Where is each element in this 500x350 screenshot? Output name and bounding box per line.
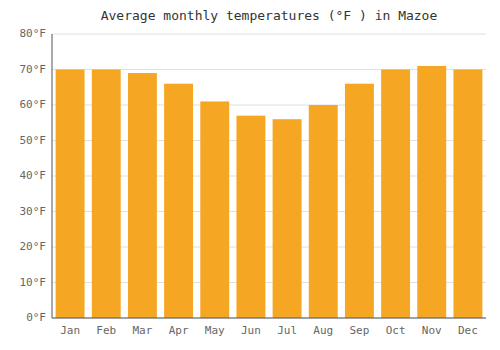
bar [200,101,229,318]
y-tick-label: 30°F [20,205,47,218]
x-tick-label: Nov [422,324,442,337]
y-axis-line [52,34,53,318]
x-tick-label: Jun [241,324,261,337]
y-tick-label: 0°F [26,311,46,324]
bar [92,70,121,319]
grid-line [52,318,486,319]
x-tick-label: Jan [60,324,80,337]
y-tick-label: 40°F [20,169,47,182]
bar [164,84,193,318]
bar [381,70,410,319]
bar [236,116,265,318]
bar [273,119,302,318]
x-tick-label: Jul [277,324,297,337]
x-tick-label: Feb [96,324,116,337]
bar [128,73,157,318]
bar [417,66,446,318]
y-tick-label: 60°F [20,98,47,111]
bar [309,105,338,318]
x-axis-line [52,318,486,319]
chart-svg: Average monthly temperatures (°F ) in Ma… [0,0,500,350]
grid [52,34,486,318]
y-tick-label: 10°F [20,276,47,289]
x-tick-label: Sep [349,324,369,337]
bars [56,66,483,318]
chart-title: Average monthly temperatures (°F ) in Ma… [101,8,438,23]
y-tick-label: 50°F [20,134,47,147]
x-tick-label: Dec [458,324,478,337]
bar [453,70,482,319]
chart-container: Average monthly temperatures (°F ) in Ma… [0,0,500,350]
x-tick-label: Mar [132,324,152,337]
x-tick-label: Aug [313,324,333,337]
x-tick-label: Oct [386,324,406,337]
y-tick-label: 70°F [20,63,47,76]
x-tick-label: Apr [169,324,189,337]
bar [56,70,85,319]
bar [345,84,374,318]
grid-line [52,34,486,35]
y-tick-label: 20°F [20,240,47,253]
x-tick-label: May [205,324,225,337]
y-tick-label: 80°F [20,27,47,40]
